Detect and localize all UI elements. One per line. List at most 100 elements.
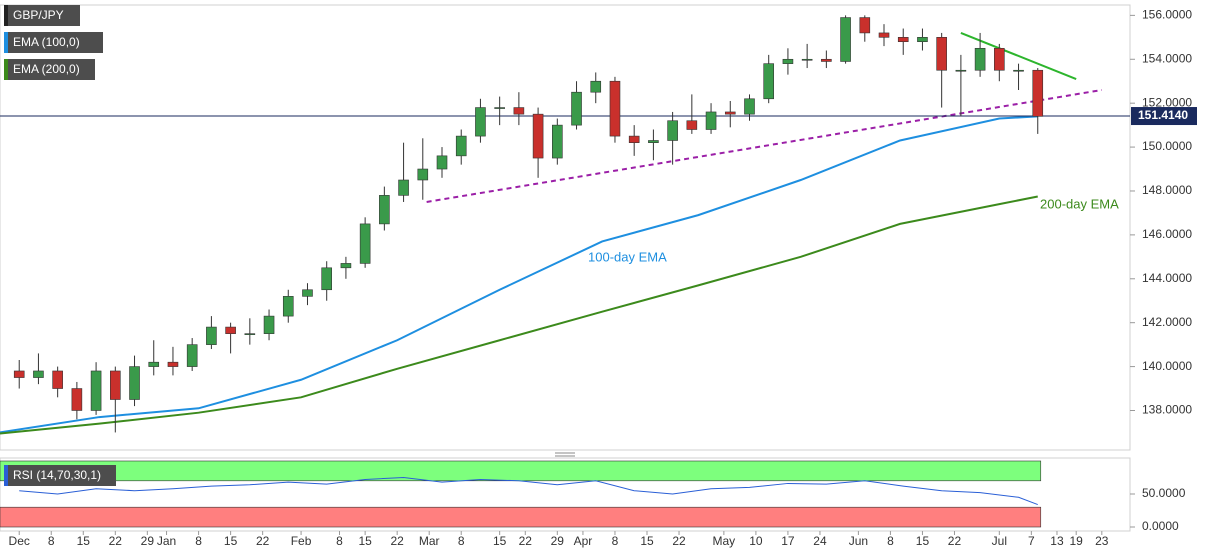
- candle-body: [955, 69, 967, 72]
- candle-body: [878, 32, 890, 38]
- candle-body: [52, 370, 63, 389]
- candle-body: [936, 37, 947, 71]
- x-tick-label: Apr: [574, 534, 593, 548]
- x-tick-label: Feb: [291, 534, 312, 548]
- candle-body: [590, 80, 602, 93]
- candle-body: [186, 344, 198, 367]
- candle-body: [244, 333, 256, 335]
- legend-box: [4, 32, 103, 53]
- x-tick-label: 8: [195, 534, 202, 548]
- candle-body: [263, 315, 275, 334]
- candle-body: [897, 37, 909, 43]
- candle-body: [398, 179, 409, 196]
- x-tick-label: Mar: [419, 534, 440, 548]
- candle-body: [609, 80, 621, 137]
- candle-body: [379, 195, 390, 225]
- x-tick-label: 8: [48, 534, 55, 548]
- x-tick-label: 29: [551, 534, 565, 548]
- overbought-band: [0, 460, 1042, 482]
- candle-body: [705, 111, 717, 130]
- candle-body: [974, 47, 986, 71]
- trendline: [426, 89, 1102, 203]
- x-tick-label: 23: [1095, 534, 1109, 548]
- x-tick-label: May: [713, 534, 736, 548]
- candle-body: [129, 366, 140, 400]
- candle-body: [917, 37, 928, 43]
- candle-body: [225, 326, 236, 334]
- x-tick-label: 8: [458, 534, 465, 548]
- candle-body: [148, 361, 160, 367]
- candle-body: [667, 120, 678, 141]
- candle-body: [110, 370, 121, 400]
- candle-body: [840, 17, 851, 62]
- candle-body: [532, 113, 544, 159]
- legend-box: [4, 59, 95, 80]
- legend: GBP/JPY EMA (100,0) EMA (200,0) RSI (14,…: [4, 5, 116, 486]
- candle-body: [801, 58, 813, 61]
- x-tick-label: 22: [390, 534, 404, 548]
- x-tick-label: 10: [749, 534, 763, 548]
- x-tick-label: 22: [948, 534, 962, 548]
- x-tick-label: 7: [1028, 534, 1035, 548]
- candle-body: [455, 135, 467, 157]
- x-tick-label: 15: [493, 534, 507, 548]
- candle-body: [282, 296, 294, 317]
- candle-body: [33, 370, 44, 378]
- x-tick-label: Jan: [157, 534, 176, 548]
- legend-label: GBP/JPY: [13, 8, 64, 22]
- x-tick-label: 13: [1050, 534, 1064, 548]
- candle-body: [302, 289, 313, 297]
- x-tick-label: 22: [256, 534, 270, 548]
- x-tick-label: Jul: [992, 534, 1007, 548]
- x-tick-label: 29: [141, 534, 155, 548]
- x-tick-label: 17: [781, 534, 795, 548]
- candle-body: [571, 91, 582, 126]
- candle-body: [340, 263, 352, 269]
- candle-body: [494, 107, 505, 109]
- annotation: 200-day EMA: [1040, 196, 1119, 211]
- candle-body: [724, 111, 736, 115]
- x-tick-label: 8: [336, 534, 343, 548]
- axes: Dec 8 15 22 29 Jan 8 15 22 Feb 8 15 22 Mar 8 15 22 29 Apr 8…: [9, 8, 1197, 548]
- x-tick-label: 15: [224, 534, 238, 548]
- y-tick-label: 142.0000: [1142, 315, 1192, 329]
- last-price-tag: [1131, 107, 1197, 126]
- lines: [0, 31, 1130, 506]
- candle-body: [90, 370, 102, 411]
- candle-body: [71, 388, 83, 411]
- legend-swatch: [4, 5, 8, 26]
- legend-box: [4, 5, 80, 26]
- candle-body: [648, 140, 659, 143]
- candle-body: [513, 107, 525, 115]
- annotation: 100-day EMA: [588, 249, 667, 264]
- rsi-line: [19, 476, 1038, 506]
- candle-body: [167, 361, 179, 367]
- x-tick-label: 22: [672, 534, 686, 548]
- x-tick-label: 15: [358, 534, 372, 548]
- legend-swatch: [4, 465, 8, 486]
- x-tick-label: 15: [640, 534, 654, 548]
- candle-body: [436, 155, 448, 170]
- candle-body: [763, 63, 775, 100]
- x-tick-label: 15: [916, 534, 930, 548]
- legend-swatch: [4, 32, 8, 53]
- x-tick-label: 19: [1070, 534, 1084, 548]
- candle-body: [359, 223, 371, 264]
- last-price-label: 151.4140: [1138, 108, 1188, 122]
- y-tick-label: 154.0000: [1142, 51, 1192, 65]
- y-tick-label: 156.0000: [1142, 8, 1192, 22]
- candle-body: [1032, 69, 1044, 117]
- x-tick-label: 24: [813, 534, 827, 548]
- candle-body: [994, 47, 1005, 71]
- ema-line: [0, 115, 1038, 434]
- candle-body: [782, 58, 794, 64]
- y-tick-label: 148.0000: [1142, 183, 1192, 197]
- y-tick-label: 146.0000: [1142, 227, 1192, 241]
- candle-body: [321, 267, 333, 291]
- legend-label: EMA (100,0): [13, 35, 80, 49]
- y-tick-label: 144.0000: [1142, 271, 1192, 285]
- y-tick-label: 0.0000: [1142, 519, 1179, 533]
- y-tick-label: 50.0000: [1142, 486, 1186, 500]
- candle-body: [686, 120, 698, 130]
- x-tick-label: 8: [887, 534, 894, 548]
